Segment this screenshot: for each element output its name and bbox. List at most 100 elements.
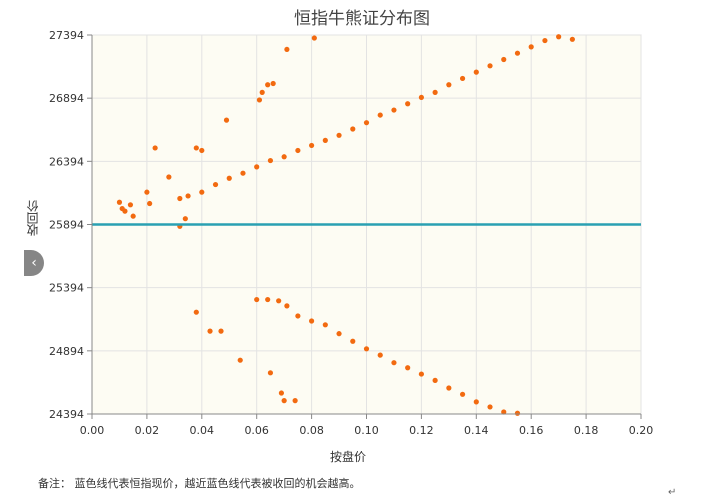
bull-point <box>284 46 290 53</box>
bull-point <box>254 164 260 170</box>
y-axis-ticks: 27394 26894 26394 25894 25394 24894 24394 <box>49 29 92 421</box>
bear-series <box>193 296 521 416</box>
bull-point <box>259 89 265 95</box>
return-icon: ↵ <box>668 487 677 498</box>
bull-point <box>336 132 342 138</box>
bull-point <box>432 89 438 95</box>
y-tick-label: 27394 <box>49 29 84 42</box>
x-tick-label: 0.00 <box>80 424 105 437</box>
bear-point <box>207 328 213 334</box>
bull-point <box>350 126 356 132</box>
bear-point <box>193 309 199 315</box>
bull-point <box>322 137 328 143</box>
bull-point <box>418 94 424 101</box>
bull-point <box>569 36 575 42</box>
bear-point <box>363 346 370 352</box>
bull-point <box>199 147 205 154</box>
bear-point <box>281 398 287 404</box>
bear-point <box>501 409 507 415</box>
bull-point <box>363 120 370 126</box>
bull-point <box>377 112 383 118</box>
bull-point <box>405 101 411 107</box>
bull-series <box>116 34 575 229</box>
bull-point <box>473 69 479 75</box>
bull-point <box>182 216 188 222</box>
bear-point <box>284 303 290 309</box>
bear-point <box>432 377 438 383</box>
bull-point <box>152 145 158 151</box>
bull-point <box>240 170 246 176</box>
bull-point <box>542 37 548 44</box>
bear-point <box>254 296 260 303</box>
y-tick-label: 24894 <box>49 345 84 358</box>
x-tick-label: 0.04 <box>190 424 215 437</box>
y-tick-label: 26394 <box>49 155 84 168</box>
bull-point <box>177 195 183 202</box>
bear-point <box>487 404 493 410</box>
bear-point <box>446 385 452 391</box>
bull-point <box>514 50 521 56</box>
bull-point <box>487 63 493 69</box>
x-tick-label: 0.02 <box>135 424 160 437</box>
bull-point <box>116 199 123 205</box>
y-tick-label: 25894 <box>49 219 84 232</box>
bear-point <box>322 322 328 328</box>
bull-point <box>127 202 134 208</box>
x-axis-label: 按盘价 <box>330 450 367 464</box>
y-tick-label: 24394 <box>49 408 84 421</box>
bear-point <box>391 360 397 366</box>
bull-point <box>147 200 153 207</box>
bear-point <box>267 370 274 376</box>
bull-point <box>265 82 271 88</box>
bull-point <box>295 147 301 154</box>
y-axis-label: 收回价 <box>26 200 40 236</box>
bull-point <box>270 80 276 87</box>
bull-point <box>193 145 199 151</box>
bull-point <box>556 34 562 40</box>
x-tick-label: 0.12 <box>409 424 434 437</box>
bull-point <box>528 44 534 50</box>
back-button[interactable]: ‹ <box>24 250 44 276</box>
x-tick-label: 0.18 <box>574 424 599 437</box>
bear-point <box>418 371 424 377</box>
bull-point <box>212 181 219 188</box>
bull-point <box>144 189 150 195</box>
x-tick-label: 0.16 <box>519 424 544 437</box>
bear-point <box>276 298 282 304</box>
bull-point <box>166 174 172 180</box>
x-tick-label: 0.08 <box>299 424 324 437</box>
bear-point <box>514 410 521 416</box>
bull-point <box>391 107 397 113</box>
y-tick-label: 25394 <box>49 282 84 295</box>
bear-point <box>218 328 224 334</box>
bull-point <box>309 142 315 149</box>
chart-note: 备注： 蓝色线代表恒指现价，越近蓝色线代表被收回的机会越高。 <box>38 477 361 490</box>
x-tick-label: 0.06 <box>244 424 269 437</box>
bull-point <box>223 117 230 123</box>
chart-title: 恒指牛熊证分布图 <box>294 9 430 29</box>
bull-point <box>130 213 136 219</box>
bear-point <box>350 338 356 344</box>
bull-point <box>226 175 232 181</box>
bull-point <box>185 193 191 199</box>
bull-point <box>281 154 287 160</box>
bear-point <box>292 398 298 404</box>
bear-point <box>278 390 285 396</box>
bear-point <box>295 313 301 319</box>
bull-point <box>459 75 466 82</box>
y-tick-label: 26894 <box>49 92 84 105</box>
bull-point <box>267 157 274 164</box>
bear-point <box>265 296 271 303</box>
bull-point <box>446 82 452 88</box>
bear-point <box>237 357 243 363</box>
bear-point <box>336 331 342 337</box>
bull-point <box>501 56 507 63</box>
bull-point <box>199 189 205 195</box>
bear-point <box>309 318 315 324</box>
x-tick-label: 0.20 <box>629 424 654 437</box>
x-axis-ticks: 0.00 0.02 0.04 0.06 0.08 0.10 0.12 0.14 0.16 0.18… <box>80 414 654 437</box>
bull-point <box>256 97 263 103</box>
bull-point <box>311 35 317 41</box>
x-tick-label: 0.14 <box>464 424 489 437</box>
